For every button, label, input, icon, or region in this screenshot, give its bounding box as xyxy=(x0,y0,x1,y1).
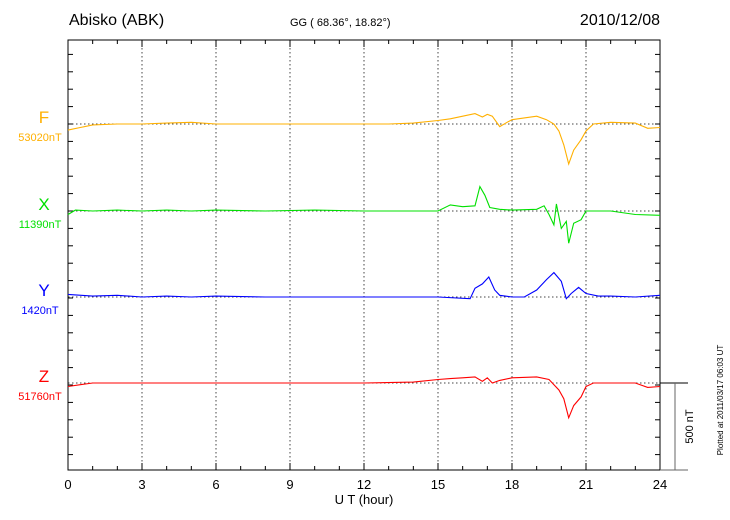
series-name-z: Z xyxy=(39,367,49,386)
x-tick-label: 9 xyxy=(286,477,293,492)
x-tick-label: 15 xyxy=(431,477,445,492)
x-axis-label: U T (hour) xyxy=(335,492,394,507)
series-baseline-label: 51760nT xyxy=(18,391,62,403)
station-coords: GG ( 68.36°, 18.82°) xyxy=(290,17,391,29)
plotted-note: Plotted at 2011/03/17 06:03 UT xyxy=(716,345,725,456)
scale-bar-label: 500 nT xyxy=(684,409,696,444)
series-name-x: X xyxy=(38,195,49,214)
x-tick-label: 12 xyxy=(357,477,371,492)
series-baseline-label: 11390nT xyxy=(19,219,62,231)
x-tick-label: 6 xyxy=(212,477,219,492)
series-baseline-label: 53020nT xyxy=(18,132,62,144)
series-name-f: F xyxy=(39,108,49,127)
series-line-x xyxy=(67,185,661,244)
series-baseline-label: 1420nT xyxy=(21,305,59,317)
station-title: Abisko (ABK) xyxy=(69,12,165,29)
x-tick-label: 24 xyxy=(653,477,667,492)
x-tick-label: 3 xyxy=(138,477,145,492)
series-line-f xyxy=(67,113,661,166)
series-name-y: Y xyxy=(38,281,49,300)
date-label: 2010/12/08 xyxy=(579,12,660,29)
x-tick-label: 0 xyxy=(64,477,71,492)
x-tick-label: 18 xyxy=(505,477,519,492)
x-tick-label: 21 xyxy=(579,477,593,492)
series-line-y xyxy=(67,271,661,300)
series-line-z xyxy=(67,376,661,420)
